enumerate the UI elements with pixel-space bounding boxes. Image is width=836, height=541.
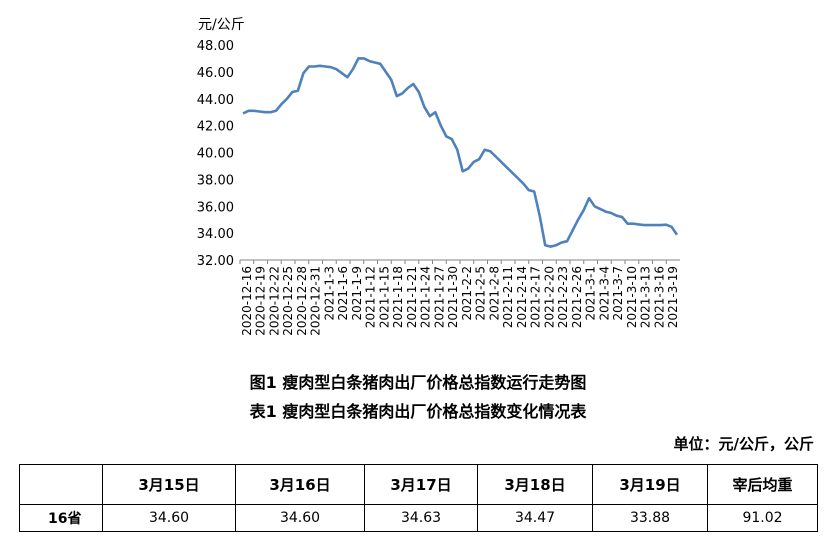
y-tick-label: 40.00 <box>197 147 234 162</box>
table-cell: 34.60 <box>102 504 236 532</box>
x-axis: 2020-12-16 2020-12-19 2020-12-22 2020-12-25… <box>239 260 680 336</box>
x-tick-label: 2021-2-26 <box>570 266 584 328</box>
x-tick-label: 2021-1-12 <box>364 266 378 328</box>
table-cell: 34.63 <box>364 504 478 532</box>
y-tick-label: 34.00 <box>197 227 234 242</box>
x-tick-label: 2021-3-7 <box>611 266 625 320</box>
x-tick-label: 2020-12-25 <box>281 266 295 336</box>
price-index-line-chart: 元/公斤 32.00 34.00 36.00 38.00 40.00 42.00 44.00… <box>197 17 680 336</box>
x-tick-label: 2021-3-4 <box>597 266 611 320</box>
y-tick-label: 46.00 <box>197 66 234 81</box>
x-tick-label: 2021-1-21 <box>405 266 419 328</box>
x-tick-label: 2021-3-16 <box>652 266 666 328</box>
x-tick-label: 2021-2-14 <box>515 266 529 328</box>
table-cell: 91.02 <box>707 504 818 532</box>
x-tick-label: 2021-2-17 <box>529 266 543 328</box>
table-header-row: 3月15日 3月16日 3月17日 3月18日 3月19日 宰后均重 <box>19 464 818 505</box>
table-row: 16省 34.60 34.60 34.63 34.47 33.88 91.02 <box>19 504 818 532</box>
x-tick-label: 2021-1-15 <box>377 266 391 328</box>
y-tick-label: 42.00 <box>197 120 234 135</box>
unit-label: 单位：元/公斤，公斤 <box>673 435 814 453</box>
x-tick-label: 2021-3-13 <box>639 266 653 328</box>
x-tick-label: 2021-1-6 <box>336 266 350 320</box>
price-index-series-line <box>242 57 679 248</box>
table-header-avg-weight: 宰后均重 <box>707 464 818 505</box>
y-tick-label: 44.00 <box>197 93 234 108</box>
table-header-mar18: 3月18日 <box>477 464 593 505</box>
table-header-corner <box>19 464 103 505</box>
x-tick-label: 2021-2-20 <box>542 266 556 328</box>
y-tick-label: 32.00 <box>197 254 234 269</box>
table-header-mar15: 3月15日 <box>102 464 236 505</box>
x-tick-label: 2020-12-31 <box>309 266 323 336</box>
x-tick-label: 2021-3-19 <box>666 266 680 328</box>
y-tick-label: 38.00 <box>197 173 234 188</box>
x-tick-label: 2021-2-2 <box>460 266 474 320</box>
table-cell: 34.60 <box>235 504 365 532</box>
x-tick-label: 2021-1-18 <box>391 266 405 328</box>
x-tick-label: 2021-2-5 <box>474 266 488 320</box>
y-tick-label: 36.00 <box>197 200 234 215</box>
x-tick-label: 2021-2-11 <box>501 266 515 328</box>
x-tick-label: 2020-12-19 <box>254 266 268 336</box>
x-tick-label: 2020-12-16 <box>240 266 254 336</box>
table-header-mar16: 3月16日 <box>235 464 365 505</box>
x-tick-label: 2021-2-23 <box>556 266 570 328</box>
x-tick-label: 2021-3-10 <box>625 266 639 328</box>
x-tick-label: 2020-12-28 <box>295 266 309 336</box>
table-cell: 34.47 <box>477 504 593 532</box>
x-tick-label: 2021-1-9 <box>350 266 364 320</box>
x-tick-label: 2021-3-1 <box>584 266 598 320</box>
x-tick-label: 2021-2-8 <box>487 266 501 320</box>
table-header-mar19: 3月19日 <box>592 464 708 505</box>
y-tick-label: 48.00 <box>197 39 234 54</box>
price-index-table: 3月15日 3月16日 3月17日 3月18日 3月19日 宰后均重 16省 3… <box>19 464 818 532</box>
x-tick-label: 2021-1-3 <box>322 266 336 320</box>
x-tick-label: 2021-1-24 <box>419 266 433 328</box>
y-axis-label: 元/公斤 <box>198 17 245 33</box>
figure-caption: 图1 瘦肉型白条猪肉出厂价格总指数运行走势图 <box>249 373 587 392</box>
x-tick-label: 2020-12-22 <box>267 266 281 336</box>
x-tick-label: 2021-1-30 <box>446 266 460 328</box>
x-tick-label: 2021-1-27 <box>432 266 446 328</box>
table-caption: 表1 瘦肉型白条猪肉出厂价格总指数变化情况表 <box>249 402 587 421</box>
table-row-label: 16省 <box>19 504 103 532</box>
table-header-mar17: 3月17日 <box>364 464 478 505</box>
table-cell: 33.88 <box>592 504 708 532</box>
y-axis: 32.00 34.00 36.00 38.00 40.00 42.00 44.00 46.00… <box>197 39 680 269</box>
